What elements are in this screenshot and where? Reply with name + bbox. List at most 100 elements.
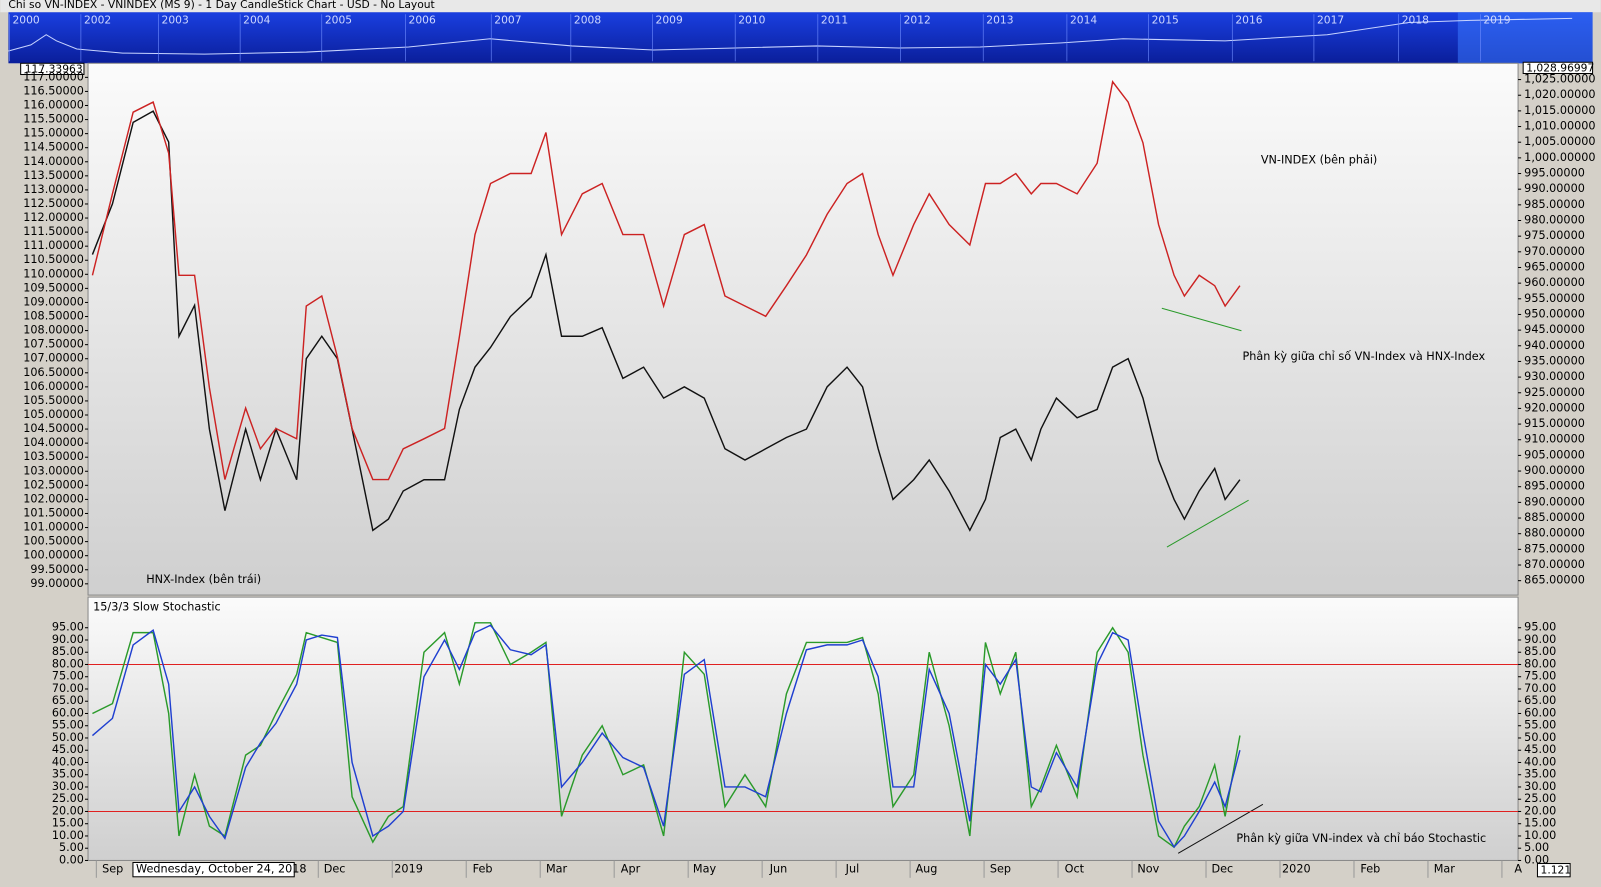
- y-tick-label: 101.50000: [23, 506, 84, 519]
- left-readout: 117.33963: [25, 62, 83, 75]
- y2-tick-label: 915.00000: [1524, 417, 1585, 430]
- date-box-text: Wednesday, October 24, 2018: [136, 863, 307, 876]
- y-tick-label: 101.00000: [23, 521, 84, 534]
- y-tick-label: 99.00000: [30, 577, 84, 590]
- y2-tick-label: 945.00000: [1524, 323, 1585, 336]
- y-tick-label: 75.00: [1524, 670, 1556, 683]
- x-tick-label: Mar: [1434, 863, 1456, 876]
- right-readout-box: [1522, 61, 1594, 75]
- y-tick-label: 105.00000: [23, 408, 84, 421]
- y-tick-label: 114.00000: [23, 155, 84, 168]
- y2-tick-label: 865.00000: [1524, 574, 1585, 587]
- y-tick-label: 104.50000: [23, 422, 84, 435]
- y2-tick-label: 985.00000: [1524, 198, 1585, 211]
- y-tick-label: 106.00000: [23, 380, 84, 393]
- year-label: 2018: [1402, 13, 1429, 26]
- annotation: VN-INDEX (bên phải): [1261, 153, 1377, 166]
- y-tick-label: 109.50000: [23, 281, 84, 294]
- y-tick-label: 116.00000: [23, 98, 84, 111]
- y-tick-label: 15.00: [52, 817, 84, 830]
- trend-line: [1166, 499, 1249, 548]
- zoom-readout: 1.121: [1541, 864, 1572, 877]
- series-line: [91, 80, 1241, 481]
- y2-tick-label: 925.00000: [1524, 386, 1585, 399]
- y-tick-label: 111.00000: [23, 239, 84, 252]
- y-tick-label: 116.50000: [23, 84, 84, 97]
- y-tick-label: 35.00: [1524, 768, 1556, 781]
- left-readout-box: [20, 62, 85, 76]
- title-bar: [0, 0, 1601, 13]
- y-tick-label: 113.50000: [23, 169, 84, 182]
- y-tick-label: 5.00: [1524, 841, 1549, 854]
- y-tick-label: 45.00: [52, 743, 84, 756]
- year-label: 2011: [821, 13, 848, 26]
- y-tick-label: 55.00: [1524, 719, 1556, 732]
- y-tick-label: 70.00: [52, 682, 84, 695]
- y2-tick-label: 950.00000: [1524, 307, 1585, 320]
- y-tick-label: 113.00000: [23, 183, 84, 196]
- y2-tick-label: 970.00000: [1524, 245, 1585, 258]
- y-tick-label: 108.00000: [23, 324, 84, 337]
- y2-tick-label: 935.00000: [1524, 354, 1585, 367]
- y2-tick-label: 1,000.00000: [1524, 151, 1595, 164]
- year-label: 2013: [986, 13, 1013, 26]
- y-tick-label: 109.00000: [23, 295, 84, 308]
- year-label: 2005: [325, 13, 352, 26]
- y-tick-label: 50.00: [1524, 731, 1556, 744]
- y2-tick-label: 955.00000: [1524, 292, 1585, 305]
- y-tick-label: 111.50000: [23, 225, 84, 238]
- year-label: 2003: [162, 13, 189, 26]
- y2-tick-label: 930.00000: [1524, 370, 1585, 383]
- year-label: 2012: [904, 13, 931, 26]
- y-tick-label: 45.00: [1524, 743, 1556, 756]
- y2-tick-label: 900.00000: [1524, 464, 1585, 477]
- window-title: Chi so VN-INDEX - VNINDEX (MS 9) - 1 Day…: [8, 0, 434, 11]
- y-tick-label: 107.50000: [23, 338, 84, 351]
- y2-tick-label: 965.00000: [1524, 260, 1585, 273]
- y-tick-label: 80.00: [1524, 657, 1556, 670]
- year-label: 2016: [1235, 13, 1262, 26]
- y-tick-label: 25.00: [52, 792, 84, 805]
- annotation: Phân kỳ giữa chỉ số VN-Index và HNX-Inde…: [1242, 350, 1485, 363]
- y-tick-label: 40.00: [1524, 755, 1556, 768]
- x-tick-label: Jun: [769, 863, 788, 876]
- x-tick-label: Mar: [546, 863, 568, 876]
- x-tick-label: Aug: [915, 863, 937, 876]
- x-tick-label: Nov: [1137, 863, 1159, 876]
- y2-tick-label: 890.00000: [1524, 495, 1585, 508]
- y2-tick-label: 995.00000: [1524, 167, 1585, 180]
- stoch-panel: [87, 596, 1519, 861]
- y-tick-label: 30.00: [1524, 780, 1556, 793]
- y-tick-label: 110.00000: [23, 267, 84, 280]
- year-label: 2008: [574, 13, 601, 26]
- year-label: 2002: [84, 13, 111, 26]
- year-label: 2006: [409, 13, 436, 26]
- y-tick-label: 112.00000: [23, 211, 84, 224]
- y-tick-label: 112.50000: [23, 197, 84, 210]
- y-tick-label: 35.00: [52, 768, 84, 781]
- x-tick-label: Feb: [473, 863, 493, 876]
- x-tick-label: Feb: [1360, 863, 1380, 876]
- y-tick-label: 40.00: [52, 755, 84, 768]
- zoom-box[interactable]: [1536, 863, 1571, 878]
- y-tick-label: 108.50000: [23, 310, 84, 323]
- x-tick-label: Apr: [621, 863, 641, 876]
- x-tick-label: A: [1514, 863, 1522, 876]
- y-tick-label: 10.00: [52, 829, 84, 842]
- y2-tick-label: 975.00000: [1524, 229, 1585, 242]
- y2-tick-label: 1,020.00000: [1524, 88, 1595, 101]
- year-label: 2019: [1483, 13, 1510, 26]
- y-tick-label: 60.00: [1524, 706, 1556, 719]
- y-tick-label: 105.50000: [23, 394, 84, 407]
- y2-tick-label: 875.00000: [1524, 542, 1585, 555]
- panel-title: 15/3/3 Slow Stochastic: [93, 600, 221, 613]
- trend-line: [1161, 307, 1242, 332]
- y2-tick-label: 895.00000: [1524, 480, 1585, 493]
- y2-tick-label: 960.00000: [1524, 276, 1585, 289]
- year-label: 2009: [656, 13, 683, 26]
- y-tick-label: 65.00: [52, 694, 84, 707]
- y-tick-label: 50.00: [52, 731, 84, 744]
- series-line: [92, 622, 1241, 849]
- x-tick-label: 2019: [394, 863, 423, 876]
